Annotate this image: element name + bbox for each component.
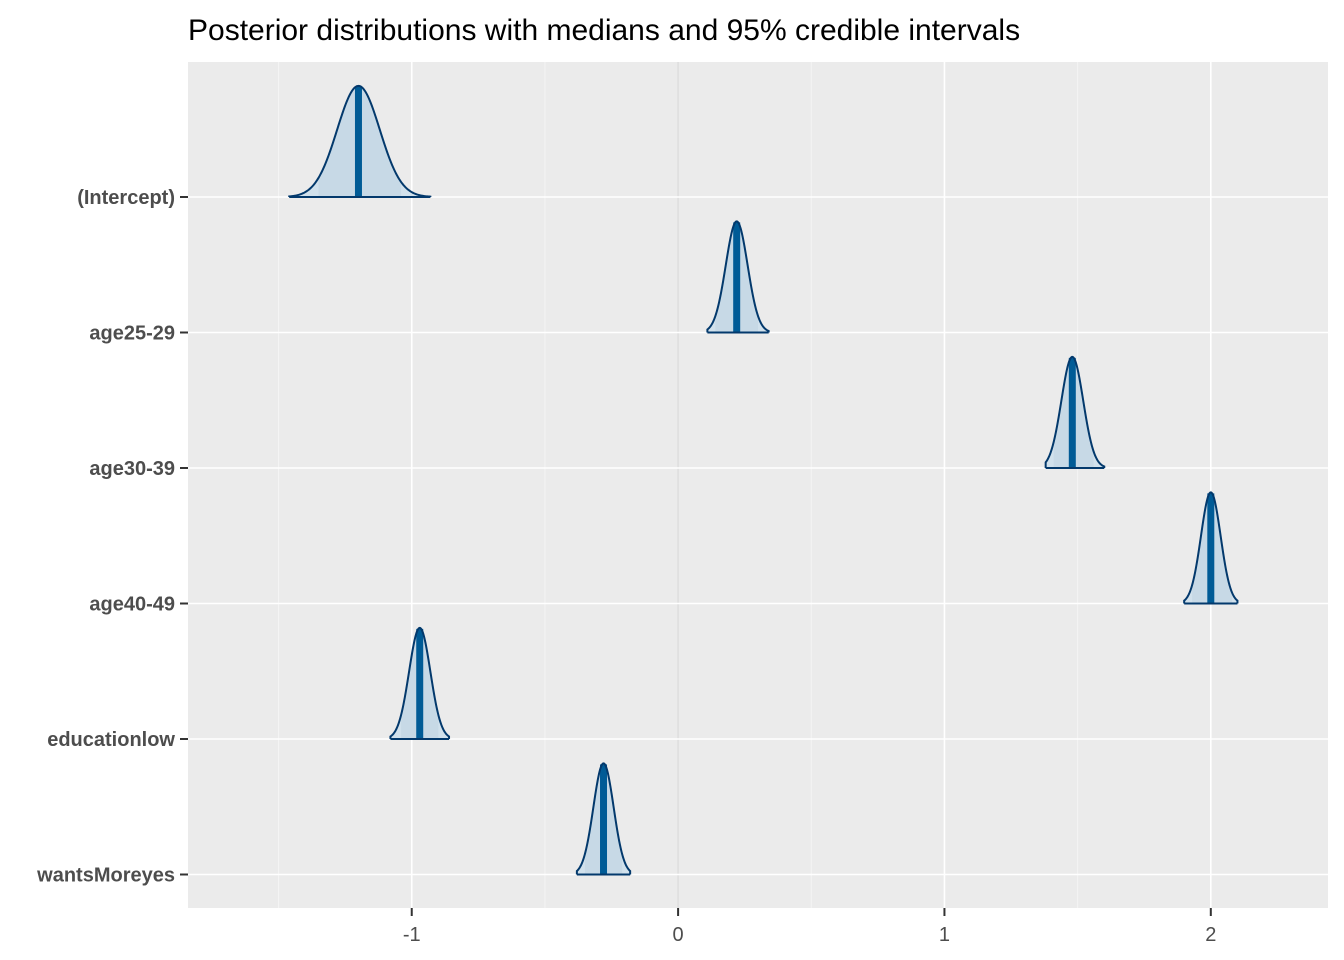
density-educationlow: [389, 626, 451, 740]
y-tick-label: age25-29: [89, 323, 175, 345]
x-tick-label: 0: [673, 924, 684, 946]
x-tick-label: 1: [939, 924, 950, 946]
y-tick-label: educationlow: [47, 729, 175, 751]
y-tick-label: age40-49: [89, 594, 175, 616]
density-outline: [1183, 491, 1239, 604]
density-layer: [288, 84, 1239, 876]
x-axis: -1 0 1 2: [403, 908, 1216, 946]
x-tick-label: -1: [403, 924, 421, 946]
density-outline: [389, 626, 451, 739]
y-tick-label: age30-39: [89, 458, 175, 480]
density-age25-29: [706, 220, 770, 334]
density-age30-39: [1044, 355, 1106, 469]
plot-panel: [188, 62, 1328, 908]
y-tick-label: wantsMoreyes: [36, 865, 175, 887]
density-age40-49: [1183, 491, 1239, 605]
density-outline: [575, 762, 632, 875]
density-outline: [288, 84, 432, 198]
density-(Intercept): [288, 84, 432, 198]
chart-title: Posterior distributions with medians and…: [188, 14, 1020, 47]
density-wantsMoreyes: [575, 762, 632, 876]
x-tick-label: 2: [1205, 924, 1216, 946]
y-tick-label: (Intercept): [77, 187, 175, 209]
density-outline: [706, 220, 770, 333]
y-axis: (Intercept) age25-29 age30-39 age40-49 educa…: [36, 187, 188, 887]
density-outline: [1044, 355, 1106, 468]
